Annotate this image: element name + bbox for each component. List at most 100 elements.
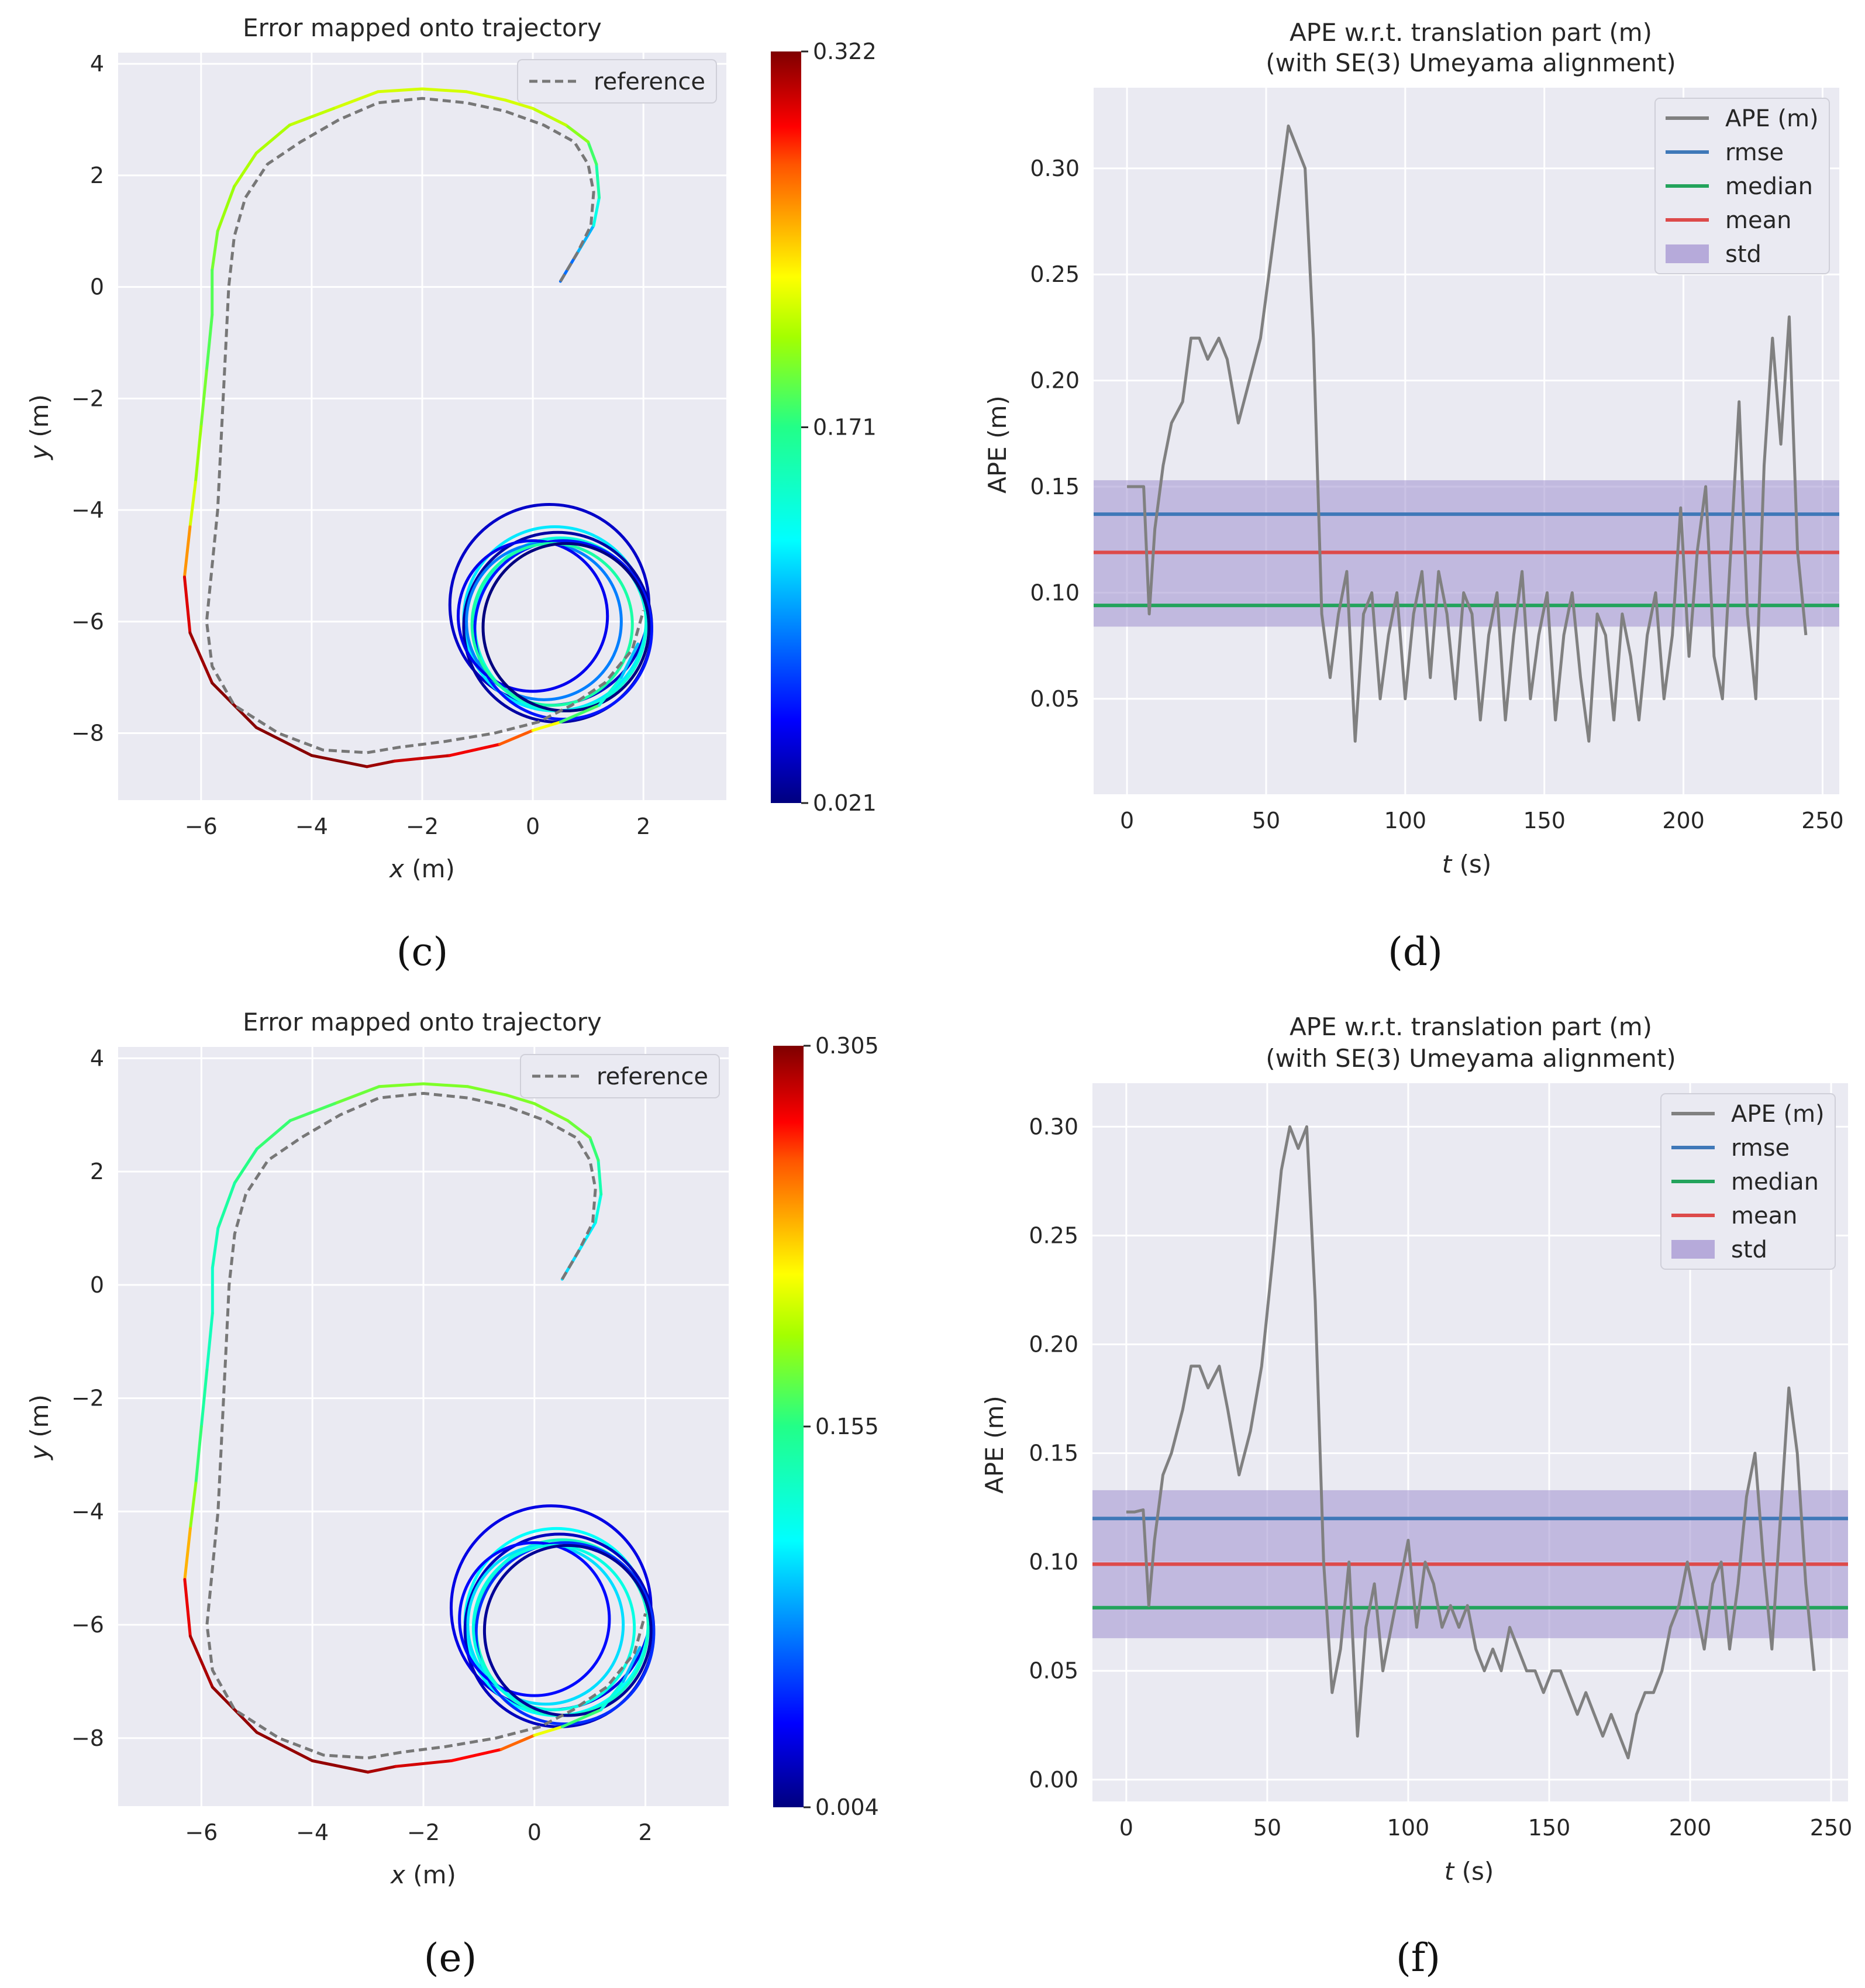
legend: reference bbox=[520, 1054, 720, 1098]
ape-line bbox=[1127, 124, 1808, 743]
trajectory-segment bbox=[594, 1193, 603, 1224]
trajectory-loop bbox=[458, 1541, 611, 1697]
trajectory-segment bbox=[587, 140, 598, 166]
x-axis-label: t (s) bbox=[1442, 850, 1491, 878]
trajectory-segment bbox=[597, 1159, 603, 1196]
legend: reference bbox=[517, 59, 717, 104]
y-tick-label: −4 bbox=[71, 497, 104, 523]
x-tick-label: 250 bbox=[1801, 808, 1844, 833]
y-axis-label: y (m) bbox=[25, 1394, 54, 1461]
ape-series bbox=[1127, 124, 1808, 743]
legend-label: rmse bbox=[1725, 139, 1784, 166]
trajectory-segment bbox=[255, 1119, 292, 1150]
x-tick-label: 2 bbox=[639, 1820, 653, 1845]
trajectory-loop bbox=[456, 539, 609, 693]
legend-std-swatch bbox=[1666, 244, 1709, 263]
trajectory-segment bbox=[194, 425, 203, 484]
x-axis-label: x (m) bbox=[389, 1860, 456, 1889]
legend-label: std bbox=[1725, 241, 1761, 268]
trajectory-segment bbox=[498, 729, 535, 746]
trajectory-segment bbox=[211, 1686, 258, 1734]
y-tick-label: −8 bbox=[71, 1725, 104, 1751]
y-tick-label: −2 bbox=[71, 1386, 104, 1411]
y-tick-label: 4 bbox=[90, 1045, 104, 1071]
trajectory-segment bbox=[531, 106, 568, 127]
trajectory-segment bbox=[205, 1311, 214, 1372]
trajectory-segment bbox=[188, 1481, 198, 1530]
trajectory-segment bbox=[188, 480, 197, 529]
trajectory-segment bbox=[533, 1725, 564, 1737]
legend-std-swatch bbox=[1671, 1240, 1715, 1259]
trajectory-segment bbox=[254, 123, 291, 155]
trajectory-segment bbox=[254, 726, 313, 757]
x-tick-label: −2 bbox=[407, 1820, 440, 1845]
y-tick-labels: 4 2 0 −2 −4 −6 −8 bbox=[71, 1045, 104, 1751]
y-tick-label: −6 bbox=[71, 1612, 104, 1638]
trajectory-segment bbox=[205, 313, 214, 373]
legend-reference-label: reference bbox=[594, 68, 705, 95]
x-tick-label: 100 bbox=[1387, 1815, 1430, 1841]
x-axis-label: t (s) bbox=[1445, 1857, 1494, 1886]
legend-box bbox=[517, 59, 717, 104]
trajectory-segment bbox=[393, 754, 451, 763]
ape-plot-f: APE w.r.t. translation part (m) (with SE… bbox=[980, 1012, 1852, 1980]
trajectory-segment bbox=[255, 1731, 314, 1763]
trajectory-segment bbox=[449, 1748, 503, 1763]
y-tick-label: −6 bbox=[71, 609, 104, 635]
legend-label: median bbox=[1731, 1169, 1819, 1195]
y-tick-labels: 4 2 0 −2 −4 −6 −8 bbox=[71, 51, 104, 746]
colorbar bbox=[771, 51, 801, 803]
y-axis-label: APE (m) bbox=[983, 395, 1012, 494]
x-tick-label: 150 bbox=[1528, 1815, 1571, 1841]
y-tick-label: 0.30 bbox=[1030, 156, 1080, 181]
colorbar-ticks: 0.305 0.155 0.004 bbox=[804, 1033, 879, 1820]
y-tick-label: 2 bbox=[90, 163, 104, 188]
plot-title-line-2: (with SE(3) Umeyama alignment) bbox=[1266, 1044, 1676, 1073]
trajectory-segment bbox=[211, 229, 219, 272]
legend-label: median bbox=[1725, 173, 1813, 200]
legend-label: mean bbox=[1725, 207, 1791, 234]
trajectory-segment bbox=[365, 759, 397, 769]
trajectory-segment bbox=[499, 1734, 536, 1751]
trajectory-segment bbox=[182, 525, 192, 579]
legend-box bbox=[1660, 1093, 1836, 1270]
trajectory-segment bbox=[216, 1181, 236, 1230]
trajectory-plot-e: Error mapped onto trajectory −6 −4 −2 0 2 4 2… bbox=[25, 1008, 879, 1980]
trajectory-segment bbox=[376, 87, 424, 94]
x-tick-label: 150 bbox=[1523, 808, 1566, 833]
trajectory-segment bbox=[288, 106, 336, 127]
trajectory-segment bbox=[377, 1082, 425, 1088]
y-tick-label: 0.05 bbox=[1030, 686, 1080, 712]
trajectory-segment bbox=[531, 720, 562, 732]
x-tick-label: 0 bbox=[1120, 808, 1134, 833]
y-tick-label: 0.20 bbox=[1030, 368, 1080, 394]
trajectory-segment bbox=[619, 642, 640, 679]
colorbar bbox=[773, 1046, 804, 1807]
trajectory-segment bbox=[199, 369, 208, 428]
trajectory-segment bbox=[577, 1221, 597, 1253]
colorbar-ticks: 0.322 0.171 0.021 bbox=[801, 39, 877, 816]
trajectory-segment bbox=[194, 1425, 203, 1485]
trajectory-segment bbox=[599, 1680, 625, 1711]
y-tick-label: −4 bbox=[71, 1498, 104, 1524]
trajectory-segment bbox=[310, 754, 368, 769]
x-axis-label: x (m) bbox=[388, 855, 455, 883]
colorbar-tick-label: 0.155 bbox=[815, 1414, 879, 1439]
x-tick-label: 0 bbox=[528, 1820, 542, 1845]
trajectory-plot-c: Error mapped onto trajectory −6 −4 −2 0 2 4 2… bbox=[25, 13, 877, 974]
x-tick-label: 50 bbox=[1252, 808, 1280, 833]
trajectory-segment bbox=[233, 1147, 258, 1184]
legend-box bbox=[1654, 98, 1830, 274]
ape-series bbox=[1126, 1125, 1816, 1760]
legend-label: rmse bbox=[1731, 1135, 1790, 1162]
trajectory-segment bbox=[182, 576, 192, 635]
x-tick-label: 0 bbox=[1119, 1815, 1133, 1841]
x-tick-label: −4 bbox=[296, 1820, 329, 1845]
y-tick-label: 0.25 bbox=[1029, 1222, 1078, 1248]
trajectory-segment bbox=[575, 224, 595, 255]
x-tick-label: −6 bbox=[185, 1820, 218, 1845]
plot-title-line-1: APE w.r.t. translation part (m) bbox=[1290, 1012, 1652, 1041]
x-tick-label: −2 bbox=[406, 814, 439, 839]
y-tick-label: 0.05 bbox=[1029, 1658, 1078, 1684]
trajectory-segment bbox=[505, 1093, 536, 1105]
